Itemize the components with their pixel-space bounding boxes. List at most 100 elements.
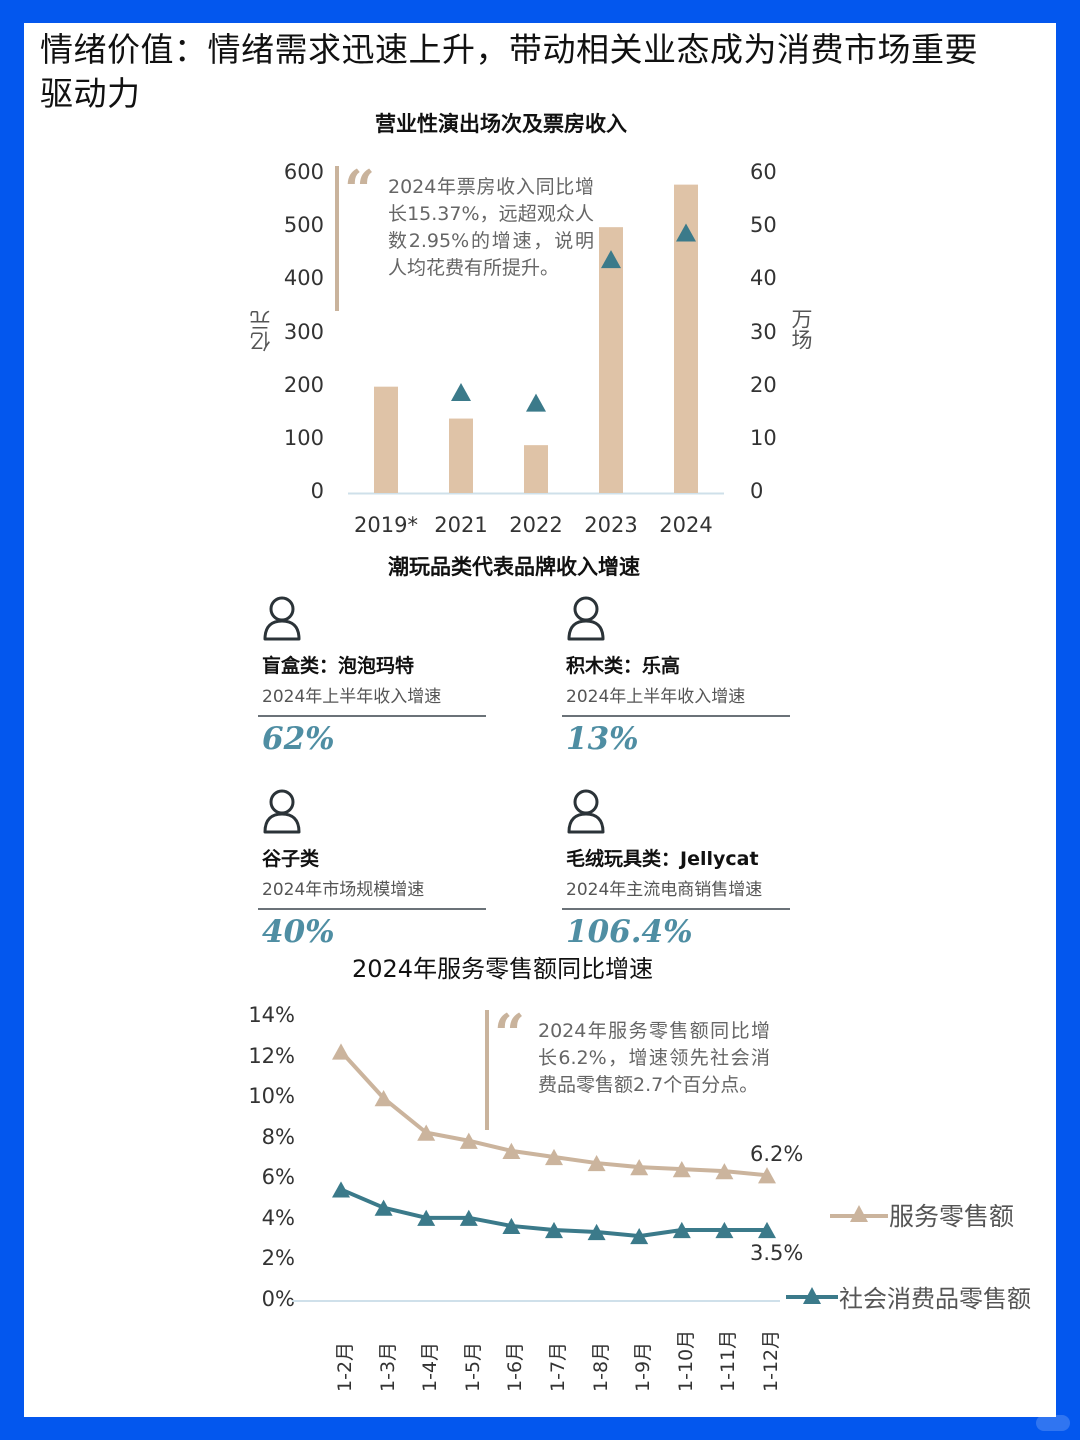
brand-metric: 2024年上半年收入增速 <box>262 687 442 707</box>
social-marker-icon <box>459 1209 478 1226</box>
brand-card-jellycat: 毛绒玩具类：Jellycat 2024年主流电商销售增速 106.4% <box>562 788 796 950</box>
y-axis-tick: 0% <box>261 1287 295 1311</box>
divider <box>562 908 790 910</box>
y-axis-tick: 2% <box>261 1246 295 1271</box>
y-axis-tick: 6% <box>261 1165 295 1190</box>
x-month-label: 1-2月 <box>334 1341 356 1392</box>
legend-label: 服务零售额 <box>889 1202 1015 1231</box>
y-axis-tick: 4% <box>261 1205 295 1230</box>
revenue-bar <box>524 445 548 493</box>
brand-value: 106.4% <box>566 914 693 950</box>
social-marker-icon <box>417 1209 436 1226</box>
chart3-title: 2024年服务零售额同比增速 <box>352 955 654 983</box>
revenue-bar <box>599 227 623 493</box>
brand-card-lego: 积木类：乐高 2024年上半年收入增速 13% <box>562 595 796 757</box>
chart3-plot <box>292 1043 780 1302</box>
brand-metric: 2024年市场规模增速 <box>262 880 425 900</box>
right-axis-tick: 60 <box>750 160 777 184</box>
x-month-label: 1-8月 <box>589 1341 612 1392</box>
person-icon <box>263 596 301 641</box>
performances-marker-icon <box>601 250 621 269</box>
brand-name: 谷子类 <box>262 848 320 870</box>
x-month-label: 1-5月 <box>461 1341 484 1392</box>
right-axis-tick: 40 <box>750 266 777 291</box>
y-axis-tick: 10% <box>248 1084 295 1109</box>
performances-marker-icon <box>526 393 546 412</box>
x-category-label: 2021 <box>434 513 488 537</box>
right-axis-tick: 10 <box>750 425 777 450</box>
service-marker-icon <box>374 1090 393 1107</box>
x-month-label: 1-4月 <box>419 1341 442 1392</box>
chart3-quote-text: 2024年服务零售额同比增长6.2%，增速领先社会消费品零售额2.7个百分点。 <box>538 1020 770 1096</box>
brand-metric: 2024年主流电商销售增速 <box>566 880 763 900</box>
divider <box>258 715 486 717</box>
x-month-label: 1-9月 <box>632 1341 655 1392</box>
social-marker-icon <box>502 1217 521 1235</box>
social-end-label: 3.5% <box>750 1241 804 1265</box>
social-marker-icon <box>672 1221 691 1239</box>
service-marker-icon <box>672 1161 691 1178</box>
right-axis-tick: 30 <box>750 319 777 344</box>
legend-social-triangle-icon <box>786 1287 838 1304</box>
service-marker-icon <box>332 1043 350 1060</box>
chart1-right-axis-label: 万场 <box>789 308 813 350</box>
brand-value: 62% <box>262 721 335 757</box>
revenue-bar <box>374 386 398 493</box>
revenue-bar <box>449 418 473 493</box>
social-marker-icon <box>758 1221 776 1239</box>
service-marker-icon <box>417 1124 436 1141</box>
right-axis-tick: 50 <box>750 213 777 238</box>
x-category-label: 2024 <box>659 513 713 537</box>
divider <box>258 908 486 910</box>
x-category-label: 2023 <box>584 513 638 537</box>
left-axis-tick: 300 <box>283 319 324 344</box>
left-axis-tick: 600 <box>283 160 324 184</box>
brand-value: 40% <box>262 914 335 950</box>
social-marker-icon <box>715 1221 734 1239</box>
brand-card-popmart: 盲盒类：泡泡玛特 2024年上半年收入增速 62% <box>258 595 492 757</box>
chart1-quote-bar <box>335 166 339 311</box>
social-marker-icon <box>587 1223 606 1241</box>
legend-service-triangle-icon <box>830 1205 888 1222</box>
performances-marker-icon <box>451 382 471 401</box>
service-marker-icon <box>758 1167 776 1184</box>
watermark-badge <box>1036 1415 1070 1431</box>
chart2-title: 潮玩品类代表品牌收入增速 <box>388 555 640 579</box>
social-marker-icon <box>545 1221 563 1239</box>
service-marker-icon <box>587 1154 606 1172</box>
person-icon <box>263 789 301 834</box>
left-axis-tick: 200 <box>283 372 324 397</box>
page-title: 情绪价值：情绪需求迅速上升，带动相关业态成为消费市场重要驱动力 <box>40 30 978 113</box>
chart1-quote-text: 2024年票房收入同比增长15.37%，远超观众人数2.95%的增速，说明人均花… <box>388 176 594 279</box>
service-end-label: 6.2% <box>750 1142 804 1166</box>
social-marker-icon <box>332 1181 350 1198</box>
person-icon <box>567 596 605 641</box>
x-month-label: 1-6月 <box>504 1341 527 1392</box>
social-marker-icon <box>374 1199 393 1216</box>
chart1-title: 营业性演出场次及票房收入 <box>375 112 627 136</box>
legend-item-service: 服务零售额 <box>830 1197 1060 1233</box>
x-month-label: 1-11月 <box>717 1329 740 1392</box>
chart1-plot <box>348 184 724 495</box>
y-axis-tick: 14% <box>248 1003 295 1027</box>
x-month-label: 1-3月 <box>376 1341 399 1392</box>
performances-marker-icon <box>676 223 696 242</box>
quote-mark-icon: “ <box>344 158 376 222</box>
y-axis-tick: 8% <box>261 1124 295 1149</box>
service-marker-icon <box>545 1148 563 1166</box>
chart3-quote-bar <box>485 1010 489 1130</box>
social-marker-icon <box>630 1227 649 1245</box>
divider <box>562 715 790 717</box>
brand-card-guzi: 谷子类 2024年市场规模增速 40% <box>258 788 492 950</box>
brand-value: 13% <box>566 721 639 757</box>
service-marker-icon <box>630 1159 649 1176</box>
brand-metric: 2024年上半年收入增速 <box>566 687 746 707</box>
x-category-label: 2019* <box>354 513 418 537</box>
legend-item-social: 社会消费品零售额 <box>786 1279 1066 1315</box>
content-card <box>24 23 1056 1417</box>
left-axis-tick: 400 <box>283 266 324 291</box>
service-marker-icon <box>502 1142 521 1159</box>
right-axis-tick: 0 <box>750 479 764 503</box>
brand-name: 盲盒类：泡泡玛特 <box>262 655 415 677</box>
person-icon <box>567 789 605 834</box>
